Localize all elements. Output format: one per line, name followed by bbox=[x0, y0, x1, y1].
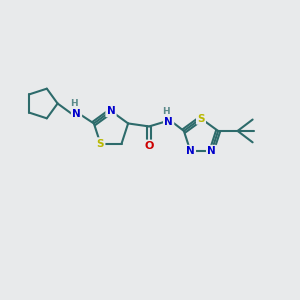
Text: S: S bbox=[97, 139, 104, 148]
Text: N: N bbox=[207, 146, 216, 156]
Text: N: N bbox=[106, 106, 116, 116]
Text: N: N bbox=[186, 146, 195, 156]
Text: N: N bbox=[164, 117, 173, 127]
Text: H: H bbox=[70, 99, 77, 108]
Text: S: S bbox=[197, 113, 205, 124]
Text: N: N bbox=[72, 109, 81, 119]
Text: O: O bbox=[144, 141, 154, 151]
Text: H: H bbox=[162, 107, 170, 116]
